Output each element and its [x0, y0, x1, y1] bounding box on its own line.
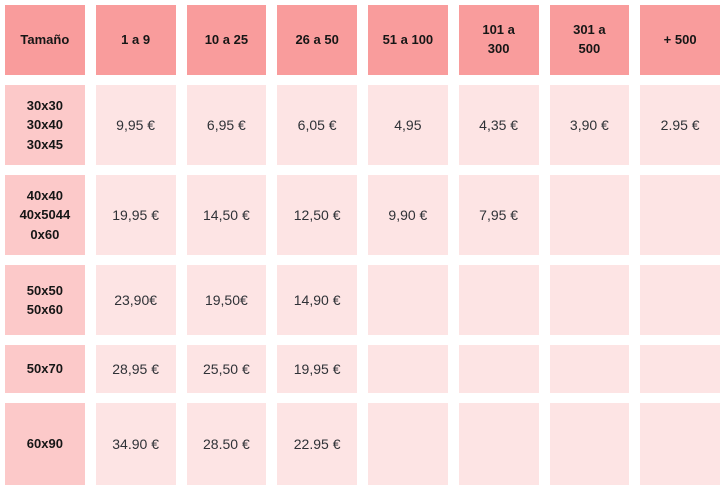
- price-cell: 19,50€: [186, 265, 267, 335]
- header-cell-101-300: 101 a 300: [458, 5, 539, 75]
- size-cell: 60x90: [5, 403, 85, 485]
- size-cell: 50x70: [5, 345, 85, 393]
- price-cell: 4,95: [368, 85, 448, 165]
- price-cell: 12,50 €: [277, 175, 357, 255]
- price-cell: [640, 345, 720, 393]
- price-cell: 9,95 €: [95, 85, 176, 165]
- size-cell: 30x30 30x40 30x45: [5, 85, 85, 165]
- price-cell: 6,95 €: [186, 85, 267, 165]
- header-cell-51-100: 51 a 100: [368, 5, 448, 75]
- price-cell: 3,90 €: [549, 85, 630, 165]
- header-cell-tamano: Tamaño: [5, 5, 85, 75]
- price-cell: 19,95 €: [95, 175, 176, 255]
- price-cell: 28,95 €: [95, 345, 176, 393]
- header-cell-26-50: 26 a 50: [277, 5, 357, 75]
- price-cell: [549, 403, 630, 485]
- price-cell: 25,50 €: [186, 345, 267, 393]
- header-cell-301-500: 301 a 500: [549, 5, 630, 75]
- price-cell: [549, 345, 630, 393]
- price-cell: 22.95 €: [277, 403, 357, 485]
- size-cell: 50x50 50x60: [5, 265, 85, 335]
- price-cell: 19,95 €: [277, 345, 357, 393]
- price-cell: 14,90 €: [277, 265, 357, 335]
- price-cell: [640, 403, 720, 485]
- price-cell: [368, 403, 448, 485]
- price-cell: [640, 265, 720, 335]
- size-cell: 40x40 40x5044 0x60: [5, 175, 85, 255]
- price-cell: [458, 345, 539, 393]
- price-cell: [640, 175, 720, 255]
- price-cell: 2.95 €: [640, 85, 720, 165]
- price-cell: 4,35 €: [458, 85, 539, 165]
- price-cell: 23,90€: [95, 265, 176, 335]
- price-cell: 9,90 €: [368, 175, 448, 255]
- price-cell: [549, 265, 630, 335]
- header-cell-500plus: + 500: [640, 5, 720, 75]
- header-cell-1-9: 1 a 9: [95, 5, 176, 75]
- price-cell: [549, 175, 630, 255]
- price-cell: 34.90 €: [95, 403, 176, 485]
- price-cell: 14,50 €: [186, 175, 267, 255]
- price-cell: [368, 345, 448, 393]
- price-cell: 7,95 €: [458, 175, 539, 255]
- price-cell: 28.50 €: [186, 403, 267, 485]
- price-cell: 6,05 €: [277, 85, 357, 165]
- price-cell: [458, 403, 539, 485]
- header-cell-10-25: 10 a 25: [186, 5, 267, 75]
- price-cell: [458, 265, 539, 335]
- price-cell: [368, 265, 448, 335]
